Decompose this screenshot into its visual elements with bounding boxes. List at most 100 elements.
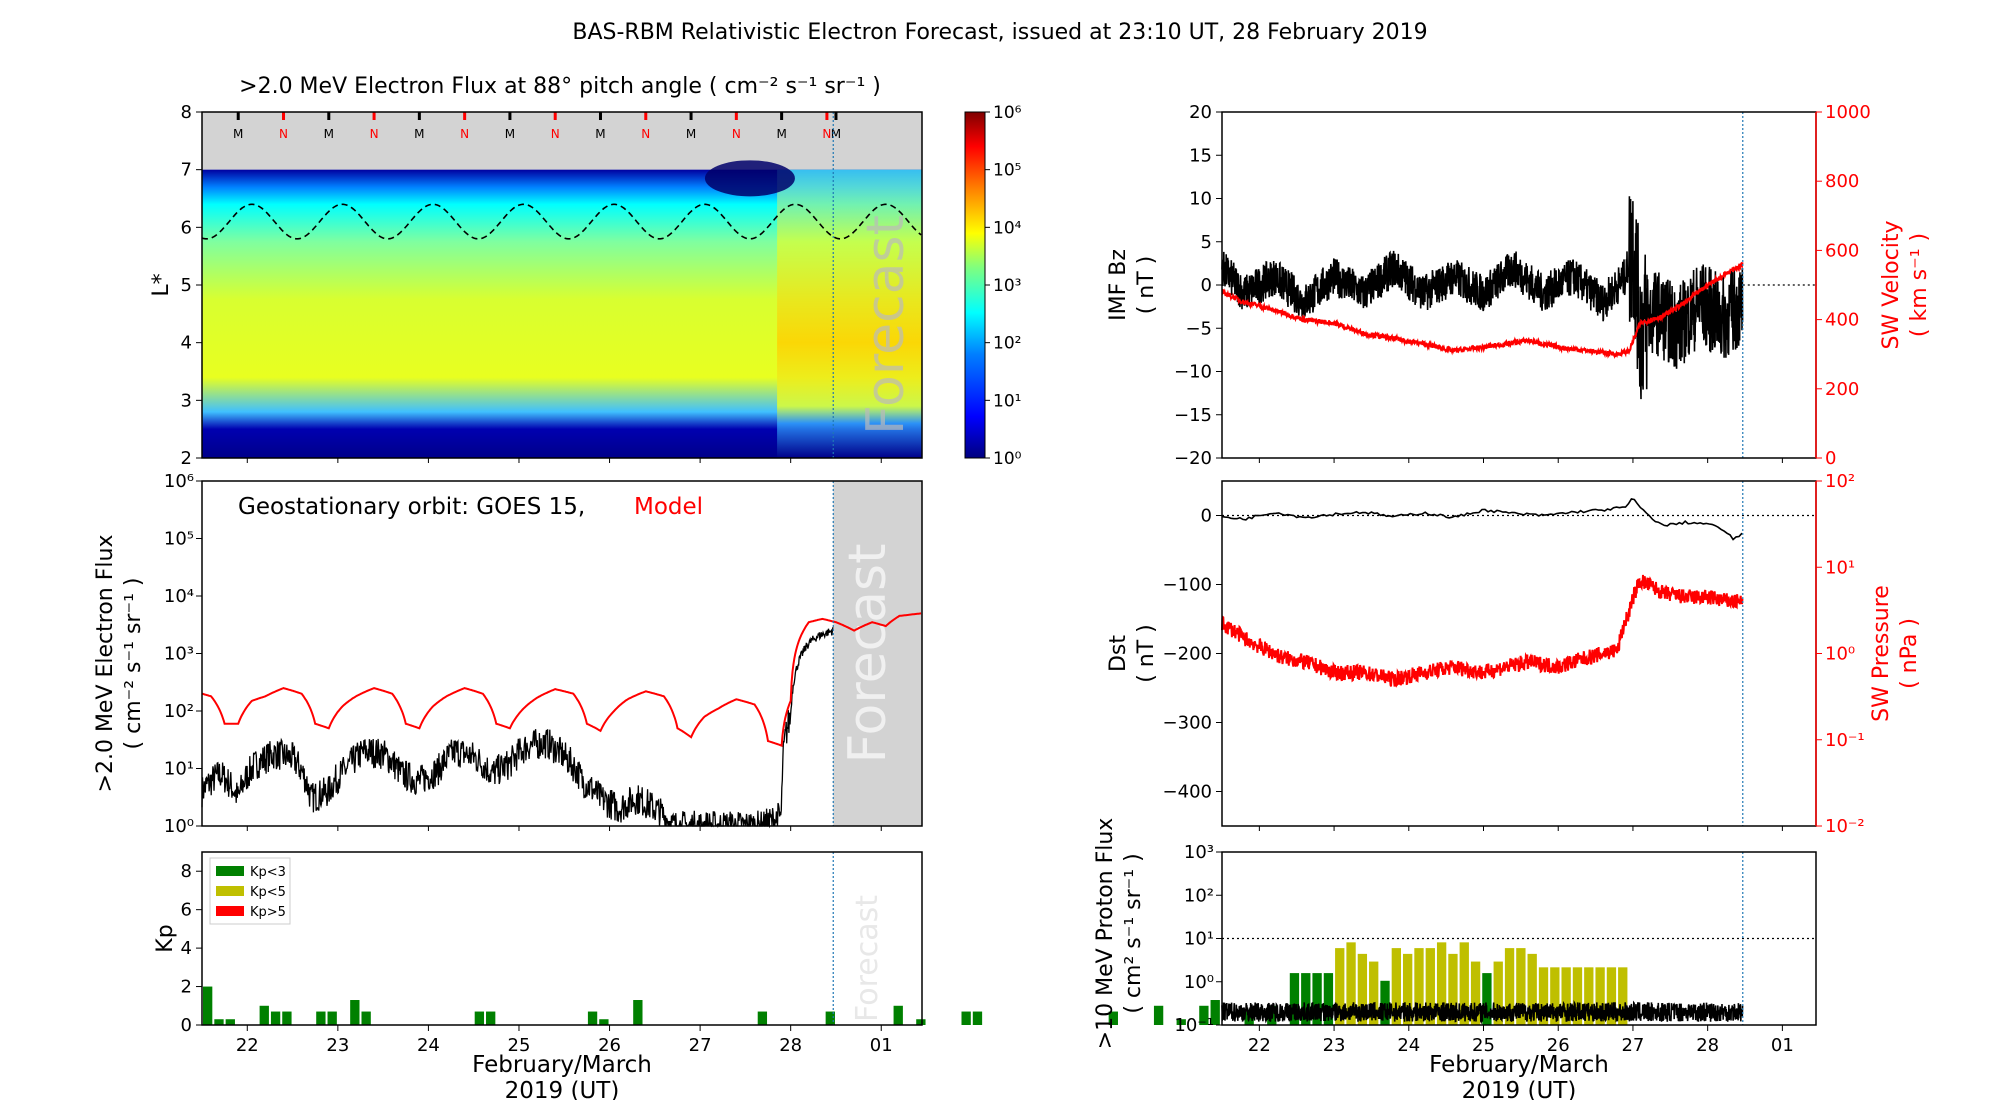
mn-marker-label: M xyxy=(595,127,605,141)
kp-bar xyxy=(1504,948,1515,1025)
geo-flux-frame xyxy=(201,480,923,827)
kp-bar xyxy=(1391,948,1401,1025)
mn-marker-label: N xyxy=(551,127,560,141)
y-tick-label: 4 xyxy=(181,938,192,959)
flux-map-title: >2.0 MeV Electron Flux at 88° pitch angl… xyxy=(239,74,881,99)
kp-bar xyxy=(1572,967,1583,1025)
kp-bar xyxy=(1538,967,1549,1025)
kp-bar xyxy=(1323,973,1334,1025)
colorbar-tick-label: 10¹ xyxy=(993,391,1021,411)
x-tick-label: 28 xyxy=(779,1035,802,1056)
y-tick-label: −300 xyxy=(1163,713,1212,734)
y-axis-label: >10 MeV Proton Flux xyxy=(1093,818,1118,1050)
y-tick-label: 10⁰ xyxy=(1184,972,1214,993)
kp-legend-label: Kp<3 xyxy=(250,865,286,880)
kp-bar xyxy=(972,1011,983,1025)
y-tick-label: 2 xyxy=(181,977,192,998)
x-tick-label: 23 xyxy=(1323,1035,1346,1056)
kp-legend-swatch xyxy=(216,906,244,916)
kp-bar xyxy=(599,1019,609,1025)
y-tick-label: 10¹ xyxy=(1184,929,1214,950)
kp-bar xyxy=(1380,980,1390,1025)
kp-bar xyxy=(1210,1000,1220,1025)
kp-bar xyxy=(1584,967,1594,1025)
y-tick-label: 20 xyxy=(1189,102,1212,123)
kp-legend-swatch xyxy=(216,886,244,896)
y-tick-label: 10⁶ xyxy=(164,471,194,492)
y-tick-label: 0 xyxy=(181,1015,192,1036)
x-tick-label: 01 xyxy=(1771,1035,1794,1056)
mn-marker-label: N xyxy=(370,127,379,141)
y-tick-label: 5 xyxy=(1201,232,1212,253)
y-tick-label-right: 200 xyxy=(1825,379,1859,400)
geo-annotation: Geostationary orbit: GOES 15, xyxy=(238,494,585,520)
y-tick-label: 10⁵ xyxy=(164,529,194,550)
y-tick-label: 15 xyxy=(1189,145,1212,166)
mn-marker-label: M xyxy=(505,127,515,141)
figure-title: BAS-RBM Relativistic Electron Forecast, … xyxy=(572,20,1428,45)
mn-marker-label: N xyxy=(822,127,831,141)
y-axis-label: L* xyxy=(149,273,174,296)
kp-bar xyxy=(1436,942,1447,1025)
kp-bar xyxy=(361,1011,371,1025)
y-tick-label: 8 xyxy=(181,102,192,123)
mn-marker-label: M xyxy=(686,127,696,141)
y-tick-label-right: 10⁻² xyxy=(1825,816,1865,837)
y-tick-label: 10⁻¹ xyxy=(1174,1015,1214,1036)
mn-marker-tick xyxy=(834,112,838,120)
series-sw-velocity xyxy=(1221,261,1744,359)
colorbar-tick-label: 10² xyxy=(993,334,1021,354)
kp-bar xyxy=(757,1011,768,1025)
x-tick-label: 25 xyxy=(1472,1035,1495,1056)
y-tick-label: 8 xyxy=(181,861,192,882)
flux-dropout xyxy=(704,160,795,197)
y-axis-unit: ( nT ) xyxy=(1134,624,1159,683)
y-tick-label: −200 xyxy=(1163,644,1212,665)
kp-bar xyxy=(327,1011,337,1025)
kp-bar xyxy=(225,1019,235,1025)
x-tick-label: 26 xyxy=(1547,1035,1570,1056)
y-tick-label: 10¹ xyxy=(164,759,194,780)
mn-marker-tick xyxy=(417,112,421,120)
mn-marker-tick xyxy=(372,112,376,120)
mn-marker-label: M xyxy=(324,127,334,141)
kp-bar xyxy=(1369,961,1379,1025)
kp-bar xyxy=(893,1005,903,1025)
mn-marker-tick xyxy=(236,112,240,120)
mn-marker-tick xyxy=(780,112,784,120)
mn-marker-label: N xyxy=(732,127,741,141)
mn-marker-tick xyxy=(598,112,602,120)
y-tick-label: 7 xyxy=(181,160,192,181)
y-tick-label: 10³ xyxy=(1184,842,1214,863)
flux-map-chart: >2.0 MeV Electron Flux at 88° pitch angl… xyxy=(149,74,1022,469)
no-data-band xyxy=(202,112,922,170)
kp-bar xyxy=(1459,942,1469,1025)
kp-bar xyxy=(1153,1005,1164,1025)
colorbar-tick-label: 10⁵ xyxy=(993,161,1021,181)
y-tick-label: −20 xyxy=(1174,448,1212,469)
y-tick-label: 3 xyxy=(181,390,192,411)
x-axis-label-year: 2019 (UT) xyxy=(505,1078,620,1100)
y-axis-unit: ( nT ) xyxy=(1134,256,1159,315)
y-tick-label: 4 xyxy=(181,333,192,354)
kp-bar xyxy=(1595,967,1605,1025)
mn-marker-tick xyxy=(553,112,557,120)
y-axis-label: IMF Bz xyxy=(1106,249,1131,321)
kp-bar xyxy=(282,1011,292,1025)
kp-legend-label: Kp>5 xyxy=(250,905,286,920)
y-tick-label-right: 10² xyxy=(1825,471,1855,492)
colorbar-tick-label: 10⁶ xyxy=(993,103,1022,123)
y-tick-label: −10 xyxy=(1174,362,1212,383)
kp-bar xyxy=(1550,967,1560,1025)
kp-bar xyxy=(1176,1019,1186,1025)
x-tick-label: 27 xyxy=(689,1035,712,1056)
mn-marker-tick xyxy=(689,112,693,120)
forecast-watermark: Forecast xyxy=(838,543,898,763)
kp-bar xyxy=(486,1011,496,1025)
geo-orbit-trace xyxy=(201,203,922,240)
kp-bar xyxy=(1606,967,1617,1025)
y-tick-label: −400 xyxy=(1163,782,1212,803)
